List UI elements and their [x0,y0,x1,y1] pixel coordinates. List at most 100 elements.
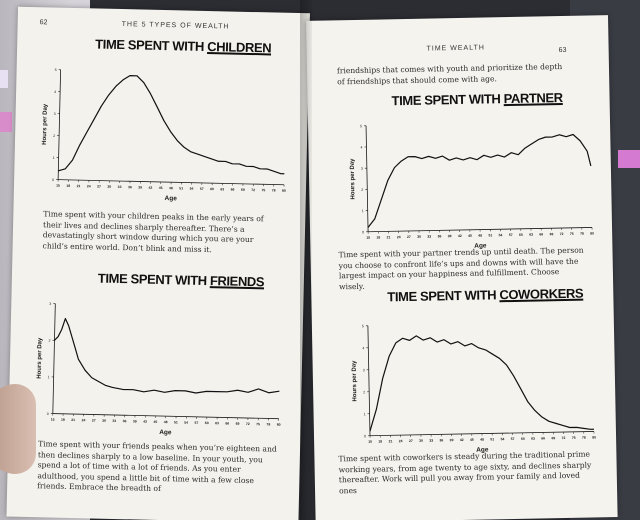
x-tick-label: 42 [148,186,152,190]
x-tick-label: 51 [488,233,492,237]
y-axis-label: Hours per Day [352,360,359,402]
left-page: 62 THE 5 TYPES OF WEALTH TIME SPENT WITH… [6,6,310,520]
book-gutter-shadow [300,0,312,520]
x-tick-label: 75 [572,436,576,440]
x-tick-label: 69 [550,232,554,236]
x-tick-label: 39 [133,419,137,423]
x-axis-label: Age [159,429,172,436]
y-tick-label: 2 [361,188,363,192]
x-tick-label: 72 [246,422,250,426]
x-tick-label: 30 [419,439,423,443]
x-tick-label: 57 [509,233,513,237]
body-children: Time spent with your children peaks in t… [42,209,264,254]
title-prefix: TIME SPENT WITH [97,270,211,289]
x-tick-label: 15 [366,236,370,240]
x-tick-label: 51 [174,420,178,424]
y-axis [365,125,369,232]
title-prefix: TIME SPENT WITH [391,91,504,109]
y-tick-label: 0 [52,178,54,182]
page-number-right: 63 [558,46,567,55]
body-top-right: friendships that comes with youth and pr… [336,61,563,86]
x-tick-label: 54 [501,437,505,441]
x-tick-label: 69 [551,436,555,440]
thumb [0,384,36,474]
x-tick-label: 66 [231,188,235,192]
x-tick-label: 15 [368,440,372,444]
x-tick-label: 45 [159,186,163,190]
x-tick-label: 39 [450,438,454,442]
y-tick-label: 2 [53,134,55,138]
chart-title-friends: TIME SPENT WITH FRIENDS [98,271,265,290]
y-axis-label: Hours per Day [42,103,49,145]
x-tick-label: 21 [387,235,391,239]
y-tick-label: 3 [49,302,51,306]
y-tick-label: 3 [54,112,56,116]
x-tick-label: 15 [56,184,60,188]
y-tick-label: 0 [362,230,364,234]
x-tick-label: 27 [97,185,101,189]
x-tick-label: 78 [582,436,586,440]
x-tick-label: 57 [200,187,204,191]
x-tick-label: 48 [169,186,173,190]
body-friends: Time spent with your friends peaks when … [37,439,277,494]
x-tick-label: 27 [407,235,411,239]
x-tick-label: 42 [458,234,462,238]
running-head-left: THE 5 TYPES OF WEALTH [121,21,230,31]
y-tick-label: 2 [363,390,365,394]
x-tick-label: 72 [562,436,566,440]
x-tick-label: 24 [399,439,403,443]
x-tick-label: 72 [560,232,564,236]
x-tick-label: 80 [590,231,594,235]
x-tick-label: 60 [521,437,525,441]
x-tick-label: 21 [77,184,81,188]
title-emphasis: PARTNER [503,89,563,107]
x-tick-label: 48 [478,234,482,238]
x-tick-label: 36 [438,234,442,238]
x-axis-label: Age [474,242,487,249]
x-tick-label: 80 [277,423,281,427]
series-line [58,75,285,175]
x-tick-label: 80 [282,189,286,193]
x-tick-label: 63 [220,187,224,191]
chart-title-coworkers: TIME SPENT WITH COWORKERS [387,286,583,305]
x-tick-label: 27 [92,418,96,422]
x-tick-label: 72 [251,188,255,192]
y-tick-label: 5 [55,68,57,72]
y-tick-label: 1 [362,209,364,213]
x-tick-label: 36 [439,438,443,442]
y-tick-label: 4 [360,146,362,150]
y-tick-label: 0 [47,412,49,416]
x-tick-label: 36 [128,185,132,189]
pink-bookmark-tab [618,150,640,168]
y-axis [57,69,62,180]
x-tick-label: 18 [61,418,65,422]
x-tick-label: 54 [499,233,503,237]
x-tick-label: 54 [190,187,194,191]
chart-title-children: TIME SPENT WITH CHILDREN [95,36,271,55]
x-tick-label: 80 [592,435,596,439]
y-axis-label: Hours per Day [37,337,44,379]
x-tick-label: 75 [256,422,260,426]
x-tick-label: 57 [511,437,515,441]
right-page: TIME WEALTH 63 friendships that comes wi… [306,15,618,520]
chart-title-partner: TIME SPENT WITH PARTNER [391,90,562,108]
x-tick-label: 45 [468,234,472,238]
x-axis-label: Age [165,195,178,202]
series-line [367,133,592,228]
x-tick-label: 21 [389,439,393,443]
page-number-left: 62 [39,19,48,27]
title-prefix: TIME SPENT WITH [95,36,208,54]
y-tick-label: 2 [48,339,50,343]
title-emphasis: COWORKERS [499,285,584,303]
x-tick-label: 45 [153,420,157,424]
x-tick-label: 33 [427,235,431,239]
x-tick-label: 27 [409,439,413,443]
x-tick-label: 66 [225,421,229,425]
x-tick-label: 66 [541,436,545,440]
x-axis-label: Age [476,446,489,453]
x-tick-label: 36 [123,419,127,423]
